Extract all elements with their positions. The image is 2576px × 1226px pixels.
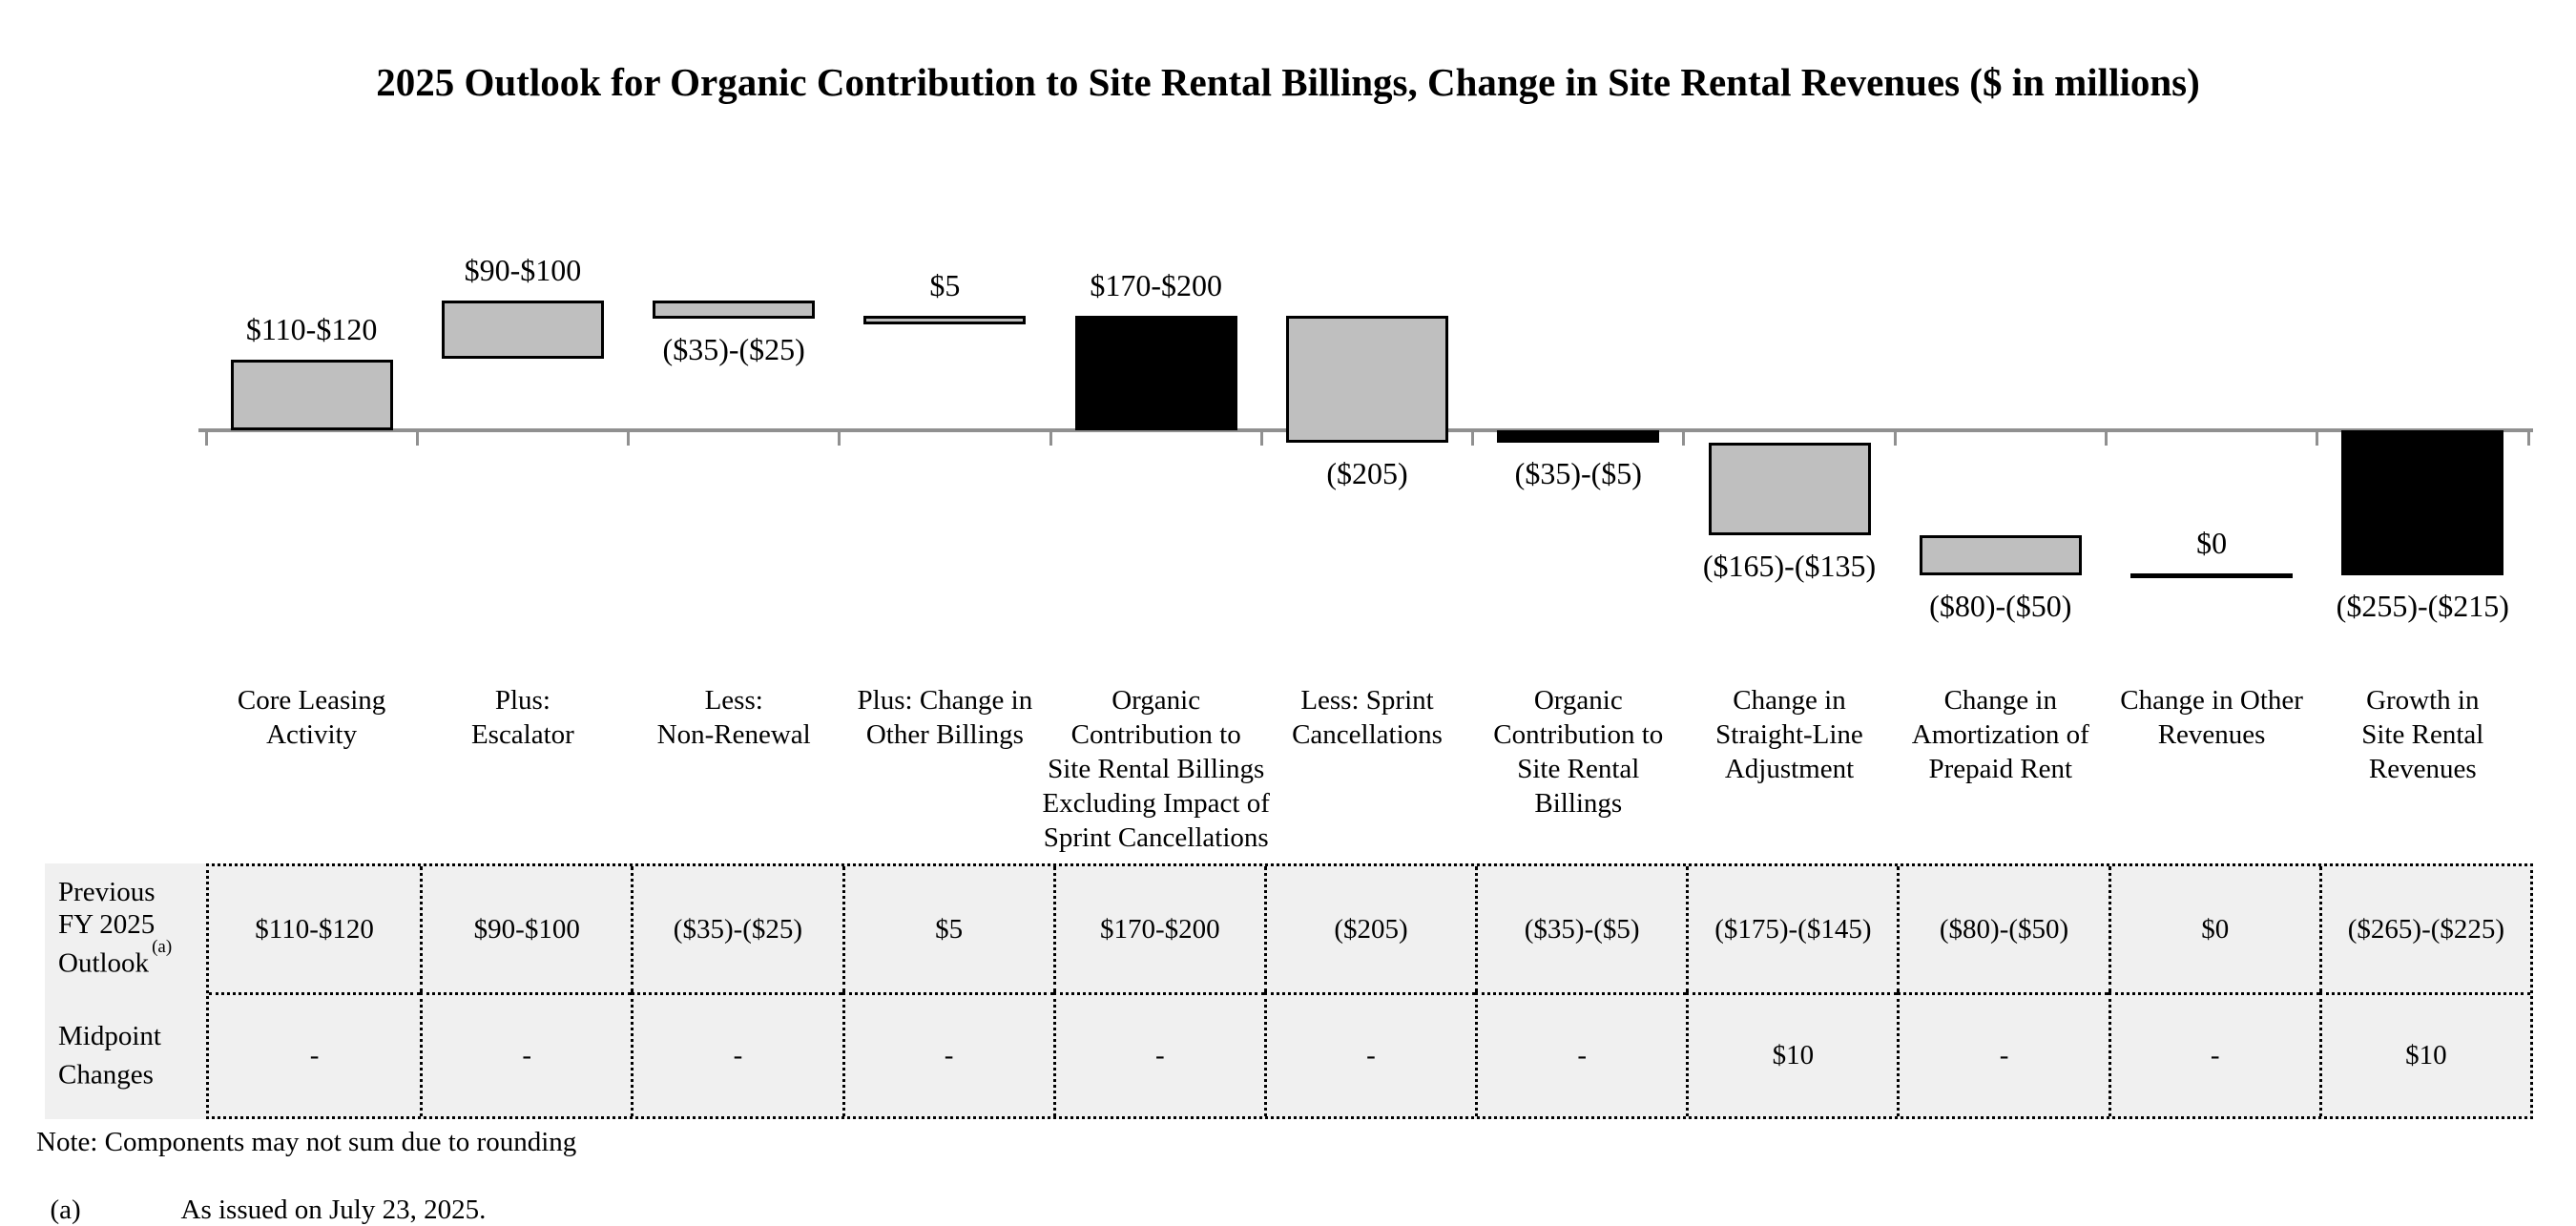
table-cell: ($175)-($145) xyxy=(1686,866,1897,992)
bar-growth-in-site-rental-revenues xyxy=(2341,430,2504,576)
category-label-plus-change-in-other-billings: Plus: Change in Other Billings xyxy=(857,685,1033,750)
category-label-less-non-renewal: Less: Non-Renewal xyxy=(656,685,811,750)
table-cell: - xyxy=(1263,992,1476,1116)
bar-value-label-plus-change-in-other-billings: $5 xyxy=(929,268,961,303)
bar-value-label-organic-contribution-to-site-rental-billings-excluding-impact-of-sprint-cancellations: $170-$200 xyxy=(1090,268,1223,303)
outlook-table: Previous FY 2025 Outlook(a) Midpoint Cha… xyxy=(45,863,2533,1119)
table-cell: ($205) xyxy=(1263,866,1475,992)
footnote-reference: (a) xyxy=(152,937,173,958)
table-cell: ($265)-($225) xyxy=(2318,866,2530,992)
table-cell: $10 xyxy=(1686,992,1898,1116)
x-axis-tick xyxy=(2316,432,2319,446)
table-cell: - xyxy=(1475,992,1687,1116)
table-cell: - xyxy=(631,992,842,1116)
bar-value-label-change-in-amortization-of-prepaid-rent: ($80)-($50) xyxy=(1929,589,2072,624)
x-axis-tick xyxy=(415,432,419,446)
table-row-header-previous-outlook: Previous FY 2025 Outlook(a) xyxy=(45,863,206,992)
category-label-organic-contribution-to-site-rental-billings-excluding-impact-of-sprint-cancellations: Organic Contribution to Site Rental Bill… xyxy=(1042,685,1270,853)
x-axis-tick xyxy=(627,432,630,446)
table-cell: $10 xyxy=(2318,992,2530,1116)
x-axis-tick xyxy=(204,432,208,446)
bar-plus-escalator xyxy=(441,300,604,360)
footnote-a: (a) As issued on July 23, 2025. xyxy=(36,1163,487,1226)
bar-less-non-renewal xyxy=(653,300,816,320)
table-cell: - xyxy=(209,992,421,1116)
table-row-header-midpoint-changes: Midpoint Changes xyxy=(45,992,206,1119)
bar-value-label-organic-contribution-to-site-rental-billings: ($35)-($5) xyxy=(1514,456,1642,490)
table-cell: $110-$120 xyxy=(255,913,374,945)
bar-plus-change-in-other-billings xyxy=(863,316,1027,325)
bar-value-label-change-in-other-revenues: $0 xyxy=(2196,525,2228,560)
category-label-organic-contribution-to-site-rental-billings: Organic Contribution to Site Rental Bill… xyxy=(1493,685,1664,819)
category-label-change-in-straight-line-adjustment: Change in Straight-Line Adjustment xyxy=(1715,685,1863,784)
bar-value-label-growth-in-site-rental-revenues: ($255)-($215) xyxy=(2336,589,2509,624)
x-axis-tick xyxy=(838,432,841,446)
rounding-note: Note: Components may not sum due to roun… xyxy=(36,1127,577,1157)
bar-less-sprint-cancellations xyxy=(1286,316,1448,443)
x-axis-tick xyxy=(1259,432,1263,446)
category-label-growth-in-site-rental-revenues: Growth in Site Rental Revenues xyxy=(2361,685,2484,784)
category-label-core-leasing-activity: Core Leasing Activity xyxy=(237,685,386,750)
x-axis-tick xyxy=(1049,432,1052,446)
category-label-less-sprint-cancellations: Less: Sprint Cancellations xyxy=(1292,685,1443,750)
table-cell: ($80)-($50) xyxy=(1897,866,2108,992)
bar-change-in-amortization-of-prepaid-rent xyxy=(1919,535,2082,576)
bar-value-label-plus-escalator: $90-$100 xyxy=(464,252,582,287)
table-cell: ($35)-($25) xyxy=(631,866,841,992)
bar-value-label-less-non-renewal: ($35)-($25) xyxy=(662,332,805,367)
footnote-text: As issued on July 23, 2025. xyxy=(180,1195,487,1225)
table-cell: $170-$200 xyxy=(1052,866,1264,992)
x-axis-tick xyxy=(2526,432,2530,446)
footnote-marker: (a) xyxy=(50,1195,81,1225)
category-label-plus-escalator: Plus: Escalator xyxy=(470,685,574,750)
bar-value-label-core-leasing-activity: $110-$120 xyxy=(245,311,378,346)
table-cell: - xyxy=(1052,992,1264,1116)
bar-value-label-change-in-straight-line-adjustment: ($165)-($135) xyxy=(1702,549,1877,584)
x-axis-tick xyxy=(2104,432,2108,446)
bar-value-label-less-sprint-cancellations: ($205) xyxy=(1326,456,1408,490)
table-cell: $90-$100 xyxy=(420,866,631,992)
table-cell: $5 xyxy=(841,866,1053,992)
bar-organic-contribution-to-site-rental-billings xyxy=(1497,430,1660,443)
table-cell: - xyxy=(420,992,632,1116)
bar-core-leasing-activity xyxy=(230,359,393,430)
table-data-area: $110-$120 $90-$100 ($35)-($25) $5 $170-$200(… xyxy=(206,863,2533,1119)
row-header-text: Midpoint Changes xyxy=(58,1021,161,1091)
table-cell: - xyxy=(2108,992,2319,1116)
table-cell: $0 xyxy=(2108,866,2319,992)
category-label-change-in-amortization-of-prepaid-rent: Change in Amortization of Prepaid Rent xyxy=(1911,685,2089,784)
row-header-text: Previous FY 2025 Outlook xyxy=(58,877,156,979)
bar-change-in-straight-line-adjustment xyxy=(1708,443,1871,536)
bar-change-in-other-revenues xyxy=(2130,572,2294,578)
x-axis-tick xyxy=(1682,432,1686,446)
category-label-change-in-other-revenues: Change in Other Revenues xyxy=(2120,685,2303,750)
x-axis-tick xyxy=(1893,432,1897,446)
bar-organic-contribution-to-site-rental-billings-excluding-impact-of-sprint-cancellations xyxy=(1074,316,1237,430)
x-axis-tick xyxy=(1471,432,1475,446)
chart-title: 2025 Outlook for Organic Contribution to… xyxy=(376,60,2200,104)
table-cell: ($35)-($5) xyxy=(1475,866,1686,992)
table-cell: - xyxy=(841,992,1053,1116)
table-cell: - xyxy=(1897,992,2109,1116)
